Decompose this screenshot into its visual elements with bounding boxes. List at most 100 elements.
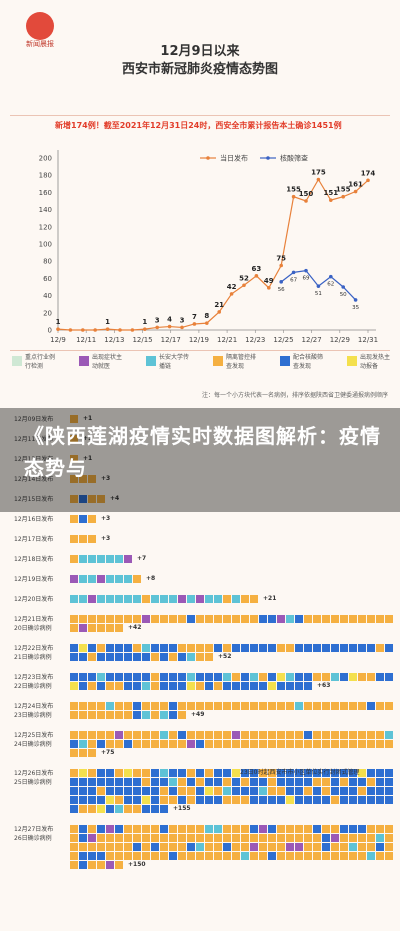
case-cell — [151, 796, 159, 804]
day-row-label: 12月13日发布 — [14, 456, 54, 463]
case-cell — [205, 673, 213, 681]
case-cell — [88, 749, 96, 757]
case-cell — [106, 731, 114, 739]
legend-swatch — [213, 356, 223, 366]
case-cell — [367, 740, 375, 748]
case-cell — [88, 653, 96, 661]
case-cell — [70, 415, 78, 423]
case-cell — [331, 787, 339, 795]
case-cell — [232, 825, 240, 833]
case-cell — [250, 702, 258, 710]
data-label: 155 — [286, 186, 301, 194]
case-cell — [250, 796, 258, 804]
case-cell — [322, 644, 330, 652]
case-cell — [169, 653, 177, 661]
case-cell — [187, 702, 195, 710]
case-cell — [358, 843, 366, 851]
case-cell — [223, 852, 231, 860]
case-cell — [151, 769, 159, 777]
case-cell — [196, 740, 204, 748]
chart-title-line2: 西安市新冠肺炎疫情态势图 — [121, 62, 278, 77]
case-cell — [241, 796, 249, 804]
case-cell — [268, 796, 276, 804]
case-cell — [187, 682, 195, 690]
case-cell — [277, 778, 285, 786]
case-cell — [268, 834, 276, 842]
case-cell — [340, 778, 348, 786]
case-cell — [349, 843, 357, 851]
case-cell — [223, 673, 231, 681]
case-cell — [313, 769, 321, 777]
data-label: 1 — [105, 318, 110, 326]
day-row-label: 12月23日发布 22日确诊病例 — [14, 674, 54, 690]
case-cell — [70, 455, 78, 463]
case-cell — [133, 702, 141, 710]
case-cell — [349, 702, 357, 710]
case-cell — [70, 834, 78, 842]
case-cell — [268, 825, 276, 833]
case-cell — [250, 731, 258, 739]
case-cell — [250, 852, 258, 860]
case-cell — [277, 615, 285, 623]
case-cell — [250, 644, 258, 652]
case-cell — [205, 778, 213, 786]
case-cell — [160, 711, 168, 719]
day-count-label: +1 — [83, 455, 93, 462]
legend-marker — [266, 156, 270, 160]
case-cell — [169, 787, 177, 795]
case-cell — [79, 624, 87, 632]
case-cell — [331, 769, 339, 777]
case-cell — [277, 796, 285, 804]
case-cell — [88, 731, 96, 739]
case-cell — [304, 731, 312, 739]
case-cell — [70, 595, 78, 603]
legend-swatch — [12, 356, 22, 366]
case-cell — [88, 644, 96, 652]
case-cell — [97, 653, 105, 661]
case-cell — [196, 843, 204, 851]
case-cell — [250, 778, 258, 786]
case-cell — [196, 778, 204, 786]
case-cell — [70, 778, 78, 786]
case-cell — [214, 615, 222, 623]
case-cell — [295, 740, 303, 748]
case-cell — [385, 702, 393, 710]
case-cell — [151, 805, 159, 813]
data-point — [205, 321, 209, 325]
case-cell — [340, 787, 348, 795]
case-cell — [70, 805, 78, 813]
case-cell — [232, 834, 240, 842]
case-cell — [367, 702, 375, 710]
case-cell — [88, 805, 96, 813]
legend-label: 出现发热主动报备 — [360, 354, 391, 370]
case-cell — [178, 778, 186, 786]
case-cell — [268, 778, 276, 786]
y-tick-label: 160 — [39, 189, 52, 197]
data-point — [242, 283, 246, 288]
case-cell — [196, 682, 204, 690]
case-cell — [313, 796, 321, 804]
case-cell — [115, 595, 123, 603]
case-cell — [160, 595, 168, 603]
case-cell — [79, 475, 87, 483]
divider-top — [10, 115, 390, 116]
case-cell — [313, 731, 321, 739]
case-cell — [133, 787, 141, 795]
case-cell — [124, 615, 132, 623]
case-cell — [277, 673, 285, 681]
case-cell — [142, 644, 150, 652]
case-cell — [358, 731, 366, 739]
y-tick-label: 0 — [48, 327, 52, 335]
case-cell — [268, 673, 276, 681]
case-cell — [142, 615, 150, 623]
case-cell — [241, 834, 249, 842]
day-count-label: +3 — [101, 475, 111, 482]
case-cell — [268, 644, 276, 652]
chart-title-line1: 12月9日以来 — [160, 44, 240, 59]
case-cell — [124, 682, 132, 690]
y-tick-label: 20 — [43, 309, 52, 317]
logo-text: 新闻晨报 — [26, 40, 54, 48]
case-cell — [97, 682, 105, 690]
case-cell — [196, 644, 204, 652]
headline-text: 《陕西莲湖疫情实时数据图解析：疫情态势与 — [24, 424, 381, 480]
